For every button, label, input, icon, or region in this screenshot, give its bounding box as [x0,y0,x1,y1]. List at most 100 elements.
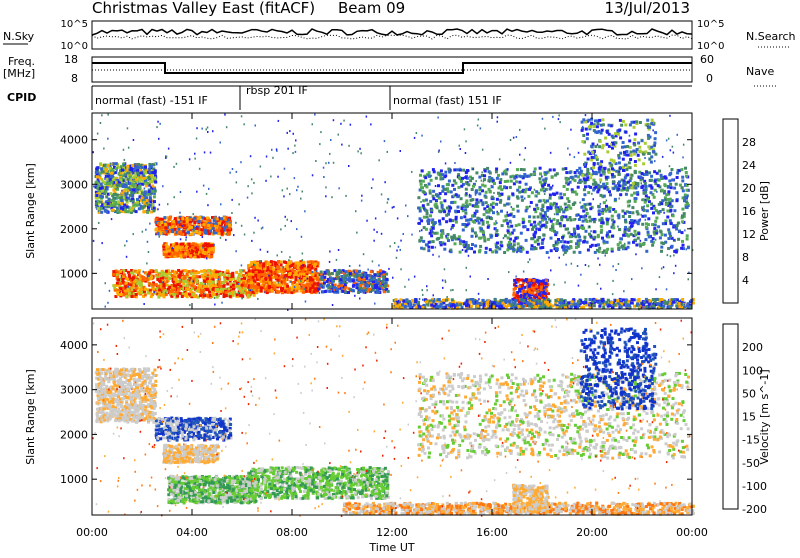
data-cell [478,188,481,191]
data-cell [194,221,197,224]
data-cell [212,288,215,291]
data-cell [172,225,175,228]
data-cell [269,266,272,269]
data-cell [437,195,440,198]
data-cell [506,180,509,183]
data-cell [474,231,477,234]
data-cell [287,291,290,294]
data-cell [467,219,470,222]
data-cell [144,166,147,169]
data-cell [574,191,577,194]
data-cell [302,291,305,294]
data-cell [329,285,332,288]
data-cell [487,238,490,241]
data-cell [135,210,138,213]
data-cell [161,287,164,290]
data-cell [174,217,177,220]
data-cell [151,284,154,287]
data-cell [533,172,536,175]
data-cell [612,226,615,229]
data-cell [544,211,547,214]
data-cell [173,253,176,256]
data-cell [212,281,215,284]
data-cell [570,240,573,243]
data-cell [363,278,366,281]
data-cell [186,273,189,276]
data-cell [378,288,381,291]
data-cell [483,237,486,240]
data-cell [485,209,488,212]
data-cell [533,208,536,211]
data-cell [631,211,634,214]
data-cell [200,255,203,258]
data-cell [186,223,189,226]
data-cell [630,225,633,228]
data-cell [470,199,473,202]
data-cell [484,251,487,254]
data-cell [136,186,139,189]
data-cell [158,289,161,292]
data-cell [302,261,305,264]
data-cell [589,203,592,206]
data-cell [439,178,442,181]
data-cell [331,272,334,275]
data-cell [545,172,548,175]
data-cell [566,218,569,221]
data-cell [499,178,502,181]
data-cell [141,183,144,186]
data-cell [133,280,136,283]
data-cell [162,246,165,249]
data-cell [570,176,573,179]
data-cell [242,274,245,277]
data-cell [473,251,476,254]
data-cell [460,197,463,200]
data-cell [243,277,246,280]
data-cell [161,226,164,229]
data-cell [441,204,444,207]
data-cell [497,192,500,195]
freq-tick-top: 18 [64,53,78,66]
data-cell [503,204,506,207]
data-cell [500,210,503,213]
data-cell [116,209,119,212]
data-cell [580,206,583,209]
data-cell [611,219,614,222]
data-cell [681,176,684,179]
data-cell [136,201,139,204]
data-cell [136,169,139,172]
data-cell [140,166,143,169]
data-cell [459,240,462,243]
data-cell [579,181,582,184]
data-cell [299,262,302,265]
data-cell [159,274,162,277]
data-cell [575,242,578,245]
data-cell [313,290,316,293]
data-cell [305,290,308,293]
data-cell [559,224,562,227]
data-cell [163,231,166,234]
data-cell [517,197,520,200]
data-cell [108,198,111,201]
data-cell [179,254,182,257]
data-cell [126,165,129,168]
data-cell [631,206,634,209]
data-cell [588,216,591,219]
data-cell [509,233,512,236]
data-cell [143,177,146,180]
data-cell [165,274,168,277]
data-cell [462,229,465,232]
data-cell [359,284,362,287]
data-cell [669,209,672,212]
data-cell [199,231,202,234]
data-cell [455,216,458,219]
data-cell [158,228,161,231]
data-cell [672,214,675,217]
data-cell [680,168,683,171]
data-cell [657,225,660,228]
data-cell [527,195,530,198]
data-cell [583,193,586,196]
data-cell [205,285,208,288]
data-cell [668,173,671,176]
data-cell [565,181,568,184]
